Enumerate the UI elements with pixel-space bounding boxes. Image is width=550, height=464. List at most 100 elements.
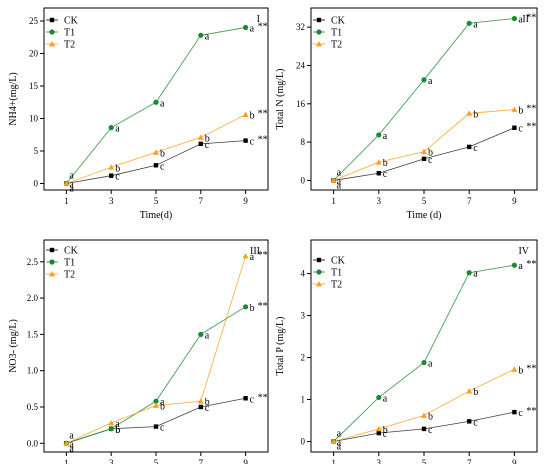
x-tick-label: 1 [331,196,336,206]
point-label: c [428,425,433,436]
x-tick-label: 1 [331,458,336,464]
data-point [108,125,114,131]
point-label: c [250,394,255,405]
data-point [243,304,249,310]
x-tick-label: 9 [512,458,517,464]
point-label: c [383,429,388,440]
point-label: a [69,184,74,195]
x-tick-label: 5 [154,196,159,206]
legend-label: T2 [331,280,342,291]
data-point [198,404,203,410]
data-point [242,111,249,117]
y-tick-label: 1.5 [27,329,39,339]
data-point [421,412,427,418]
legend-label: T2 [331,40,342,51]
data-point [63,180,70,186]
point-label: c [428,155,433,166]
significance-label: ** [258,392,268,403]
data-point [421,148,427,155]
y-tick-label: 5 [34,146,39,156]
data-point [467,144,472,150]
significance-label: ** [526,13,536,24]
y-tick-label: 0.0 [27,438,39,448]
point-label: a [205,330,210,341]
point-label: c [115,172,120,183]
x-axis-title: Time(d) [140,210,172,221]
data-point [511,262,517,268]
point-label: b [115,425,120,436]
data-point [467,419,472,424]
point-label: c [473,417,478,428]
legend-label: CK [331,16,346,27]
x-tick-label: 9 [243,458,248,464]
series-line [333,18,515,181]
legend-label: CK [331,256,346,267]
point-label: a [337,176,342,187]
significance-label: ** [258,250,268,261]
data-point [466,20,472,26]
x-tick-label: 5 [422,196,427,206]
data-point [243,24,249,31]
data-point [511,366,518,372]
legend-label: T1 [64,28,75,39]
series-line [66,306,246,444]
y-tick-label: 2.5 [27,257,39,267]
panel-label: IV [518,246,529,257]
point-label: b [383,158,388,169]
data-point [108,164,115,170]
y-tick-label: 0 [301,175,306,185]
data-point [421,426,427,432]
point-label: c [518,408,523,419]
data-point [512,125,517,130]
data-point [376,171,381,176]
point-label: b [428,411,433,422]
legend-label: T2 [64,40,75,51]
series-line [66,27,246,184]
data-point [242,252,249,259]
point-label: c [250,137,255,148]
legend-marker [49,29,55,35]
significance-label: ** [258,301,268,312]
data-point [375,159,382,165]
legend-marker [49,259,55,265]
data-point [153,424,159,429]
significance-label: ** [526,259,536,270]
data-point [153,402,159,408]
data-point [243,138,248,143]
point-label: a [115,124,120,135]
x-tick-label: 3 [109,458,114,464]
data-point [153,99,159,105]
data-point [197,134,204,140]
point-label: c [205,140,210,151]
point-label: b [473,109,478,120]
significance-label: ** [258,135,268,146]
legend-marker [316,257,322,263]
series-line [333,109,515,181]
point-label: b [428,148,433,159]
point-label: a [428,359,433,370]
point-label: a [337,429,342,440]
point-label: c [205,403,210,414]
panel-label: III [250,246,260,257]
point-label: b [160,402,165,413]
series-line [66,255,247,444]
y-tick-label: 1 [301,395,306,405]
data-point [153,163,159,168]
data-point [376,132,382,138]
point-label: a [473,19,478,30]
legend-marker [316,41,322,47]
y-tick-label: 2 [301,353,306,363]
point-label: c [518,124,523,135]
point-label: c [160,423,165,434]
point-label: c [473,143,478,154]
y-tick-label: 20 [29,49,39,59]
